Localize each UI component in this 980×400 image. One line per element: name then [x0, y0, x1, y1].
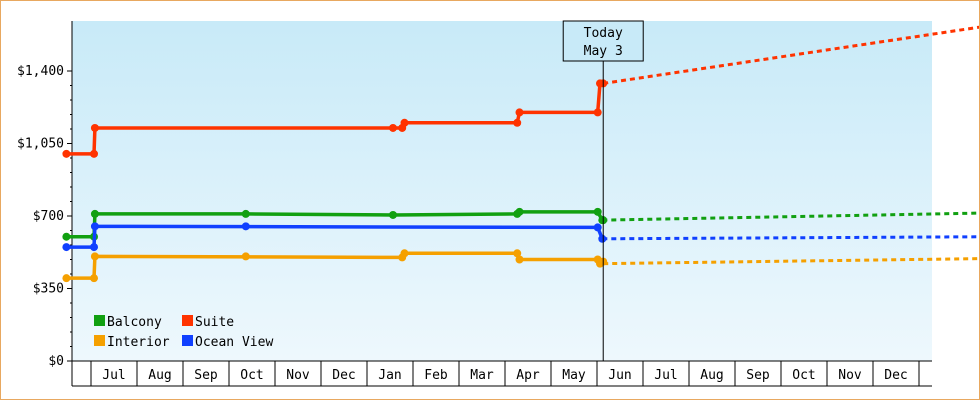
x-tick-label: Apr — [516, 368, 540, 383]
data-point — [593, 108, 602, 117]
data-point — [241, 209, 250, 218]
data-point — [90, 149, 98, 158]
data-point — [593, 223, 602, 232]
data-point — [598, 234, 607, 243]
x-tick-label: May — [562, 368, 586, 383]
today-label: Today — [584, 26, 623, 41]
x-tick-label: Aug — [148, 368, 171, 383]
legend-label: Suite — [195, 315, 234, 330]
x-tick-label: Aug — [700, 368, 723, 383]
data-point — [90, 123, 99, 132]
plot-area — [72, 21, 932, 361]
series-forecast-suite — [602, 25, 979, 85]
series-forecast-balcony — [602, 211, 979, 222]
data-point — [90, 243, 98, 252]
data-point — [90, 222, 99, 231]
legend-label: Interior — [107, 335, 170, 350]
data-point — [515, 108, 524, 117]
data-point — [593, 207, 602, 216]
data-point — [62, 243, 71, 252]
legend-label: Balcony — [107, 315, 162, 330]
x-tick-label: Feb — [424, 368, 448, 383]
y-tick-label: $350 — [33, 282, 64, 297]
legend-swatch — [182, 335, 193, 346]
x-tick-label: Nov — [286, 368, 310, 383]
legend-swatch — [94, 315, 105, 326]
today-date: May 3 — [584, 44, 623, 59]
legend-swatch — [182, 315, 193, 326]
data-point — [515, 207, 524, 216]
legend-label: Ocean View — [195, 335, 273, 350]
data-point — [389, 123, 397, 132]
series-forecast-ocean-view — [602, 235, 979, 241]
data-point — [62, 149, 71, 158]
data-point — [90, 209, 99, 218]
data-point — [389, 210, 397, 219]
x-tick-label: Sep — [746, 368, 770, 383]
y-tick-label: $0 — [48, 354, 64, 369]
data-point — [90, 252, 99, 261]
data-point — [62, 274, 71, 283]
x-tick-label: Dec — [884, 368, 907, 383]
x-tick-label: Sep — [194, 368, 218, 383]
x-tick-label: Jul — [102, 368, 125, 383]
data-point — [400, 118, 409, 127]
x-tick-label: Jul — [654, 368, 677, 383]
data-point — [513, 249, 522, 258]
y-tick-label: $1,050 — [17, 137, 64, 152]
data-point — [241, 252, 250, 261]
x-tick-label: Oct — [240, 368, 263, 383]
data-point — [62, 232, 71, 241]
data-point — [241, 222, 250, 231]
x-tick-label: Dec — [332, 368, 355, 383]
y-tick-label: $700 — [33, 209, 64, 224]
x-tick-label: Jan — [378, 368, 401, 383]
today-box — [562, 20, 644, 62]
legend-swatch — [94, 335, 105, 346]
data-point — [513, 118, 522, 127]
y-tick-label: $1,400 — [17, 64, 64, 79]
x-tick-label: Oct — [792, 368, 815, 383]
x-tick-label: Nov — [838, 368, 862, 383]
series-forecast-interior — [603, 257, 979, 266]
data-point — [90, 274, 98, 283]
data-point — [515, 255, 524, 264]
data-point — [400, 249, 409, 258]
x-tick-label: Jun — [608, 368, 631, 383]
x-tick-label: Mar — [470, 368, 494, 383]
